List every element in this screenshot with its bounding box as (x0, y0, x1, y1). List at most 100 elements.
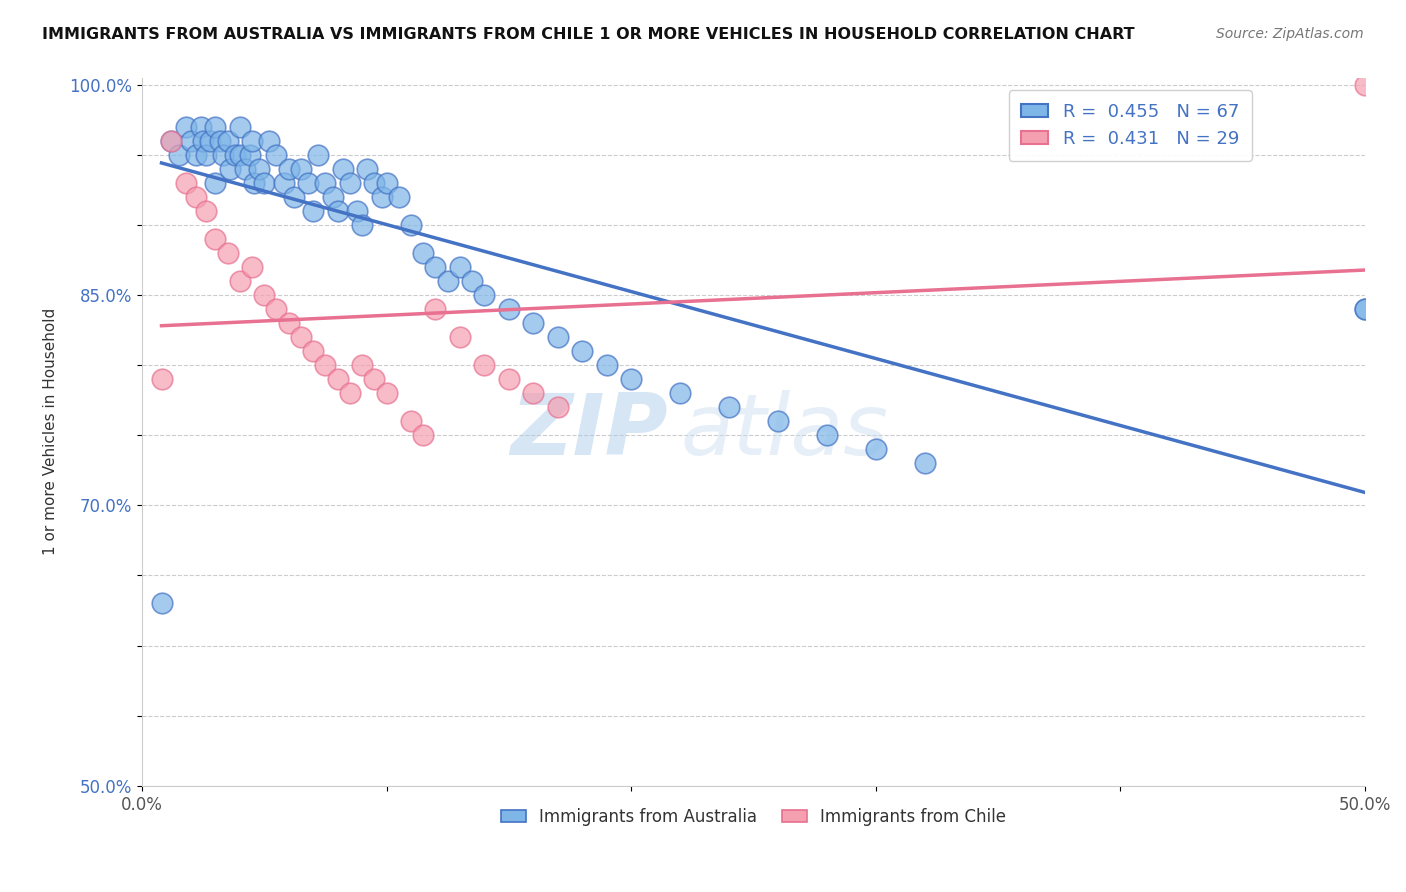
Point (352, 218, 374, 232)
Point (314, 358, 336, 372)
Point (247, 161, 270, 176)
Point (194, 203, 217, 218)
Point (449, 260, 471, 274)
Point (273, 176, 295, 190)
Text: Source: ZipAtlas.com: Source: ZipAtlas.com (1216, 27, 1364, 41)
Point (472, 358, 495, 372)
Point (339, 386, 361, 401)
Point (190, 120, 212, 134)
Point (302, 344, 325, 359)
Point (547, 400, 569, 414)
Point (766, 414, 789, 428)
Point (217, 246, 239, 260)
Point (449, 330, 471, 344)
Point (332, 161, 354, 176)
Point (472, 288, 495, 302)
Point (498, 301, 520, 316)
Point (240, 134, 263, 148)
Point (191, 134, 214, 148)
Point (620, 372, 643, 386)
Point (314, 176, 336, 190)
Point (290, 330, 312, 344)
Point (219, 161, 242, 176)
Point (914, 456, 936, 470)
Point (363, 176, 385, 190)
Text: atlas: atlas (681, 390, 889, 474)
Point (184, 190, 207, 204)
Point (224, 148, 246, 162)
Point (356, 161, 378, 176)
Point (1354, 78, 1376, 92)
Point (370, 190, 392, 204)
Point (352, 358, 374, 372)
Point (326, 203, 349, 218)
Point (412, 246, 434, 260)
Point (363, 372, 385, 386)
Point (302, 203, 325, 218)
Point (194, 148, 217, 162)
Point (425, 260, 447, 274)
Legend: Immigrants from Australia, Immigrants from Chile: Immigrants from Australia, Immigrants fr… (492, 799, 1015, 834)
Point (266, 148, 288, 162)
Point (266, 301, 288, 316)
Point (160, 134, 183, 148)
Point (522, 316, 544, 330)
Point (209, 134, 232, 148)
Point (1354, 301, 1376, 316)
Point (150, 597, 173, 611)
Point (211, 148, 233, 162)
Point (277, 316, 299, 330)
Point (388, 190, 411, 204)
Point (297, 176, 319, 190)
Point (815, 428, 838, 442)
Text: ZIP: ZIP (510, 390, 668, 474)
Point (436, 274, 458, 288)
Point (412, 428, 434, 442)
Text: IMMIGRANTS FROM AUSTRALIA VS IMMIGRANTS FROM CHILE 1 OR MORE VEHICLES IN HOUSEHO: IMMIGRANTS FROM AUSTRALIA VS IMMIGRANTS … (42, 27, 1135, 42)
Point (290, 161, 312, 176)
Point (399, 414, 422, 428)
Point (180, 134, 202, 148)
Point (229, 120, 252, 134)
Point (375, 176, 398, 190)
Point (233, 161, 256, 176)
Point (346, 203, 368, 218)
Point (399, 218, 422, 232)
Point (307, 148, 329, 162)
Y-axis label: 1 or more Vehicles in Household: 1 or more Vehicles in Household (44, 308, 58, 556)
Point (174, 120, 197, 134)
Point (865, 442, 887, 457)
Point (498, 372, 520, 386)
Point (204, 232, 226, 246)
Point (204, 120, 226, 134)
Point (253, 288, 276, 302)
Point (257, 134, 280, 148)
Point (174, 176, 197, 190)
Point (375, 386, 398, 401)
Point (238, 148, 260, 162)
Point (167, 148, 190, 162)
Point (425, 301, 447, 316)
Point (595, 358, 617, 372)
Point (339, 176, 361, 190)
Point (461, 274, 484, 288)
Point (184, 148, 207, 162)
Point (240, 260, 263, 274)
Point (283, 190, 305, 204)
Point (326, 372, 349, 386)
Point (217, 134, 239, 148)
Point (277, 161, 299, 176)
Point (229, 148, 252, 162)
Point (1354, 301, 1376, 316)
Point (160, 134, 183, 148)
Point (571, 344, 593, 359)
Point (669, 386, 692, 401)
Point (717, 400, 740, 414)
Point (547, 330, 569, 344)
Point (322, 190, 344, 204)
Point (229, 274, 252, 288)
Point (204, 176, 226, 190)
Point (200, 134, 222, 148)
Point (253, 176, 276, 190)
Point (150, 372, 173, 386)
